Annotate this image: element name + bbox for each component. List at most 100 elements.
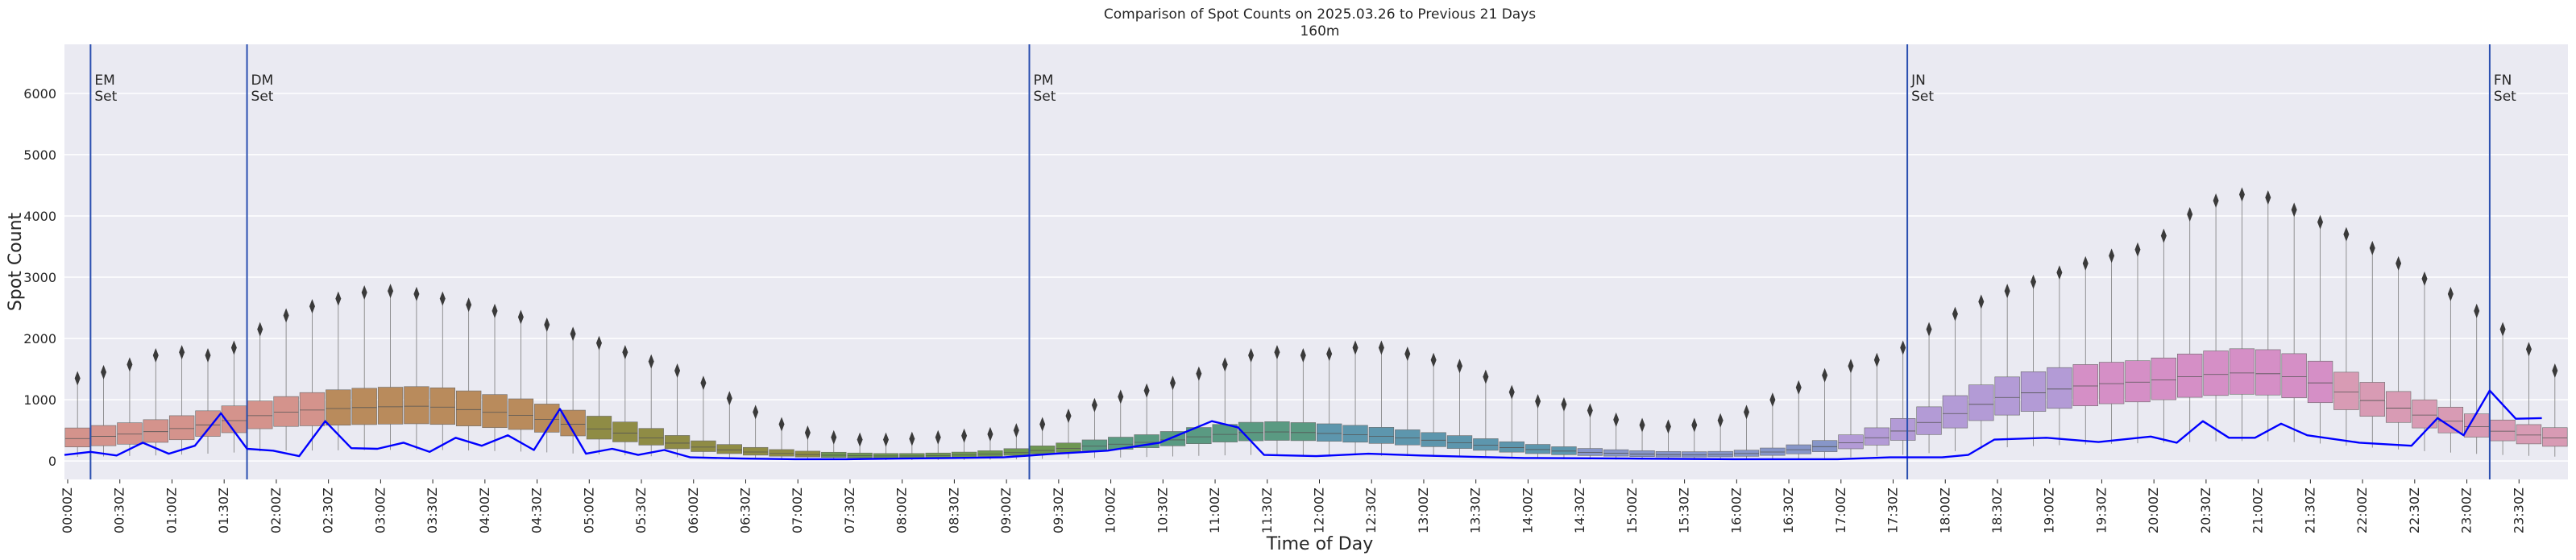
box-iqr bbox=[2125, 360, 2151, 403]
box-plot bbox=[1290, 347, 1317, 455]
box-plot bbox=[2229, 187, 2255, 442]
outlier-marker bbox=[1430, 352, 1437, 367]
box-iqr bbox=[90, 425, 117, 446]
outlier-marker bbox=[1561, 396, 1567, 412]
box-iqr bbox=[1395, 429, 1421, 446]
box-plot bbox=[691, 375, 716, 458]
event-label: JN Set bbox=[1910, 73, 1934, 105]
outlier-marker bbox=[2056, 265, 2063, 280]
box-iqr bbox=[794, 450, 821, 458]
box-iqr bbox=[1551, 446, 1577, 455]
box-plot bbox=[2542, 363, 2568, 457]
box-plot bbox=[90, 364, 117, 457]
x-tick-label: 14:30Z bbox=[1572, 487, 1587, 533]
box-iqr bbox=[1264, 421, 1290, 441]
box-iqr bbox=[2229, 348, 2255, 395]
outlier-marker bbox=[987, 426, 993, 442]
box-iqr bbox=[1081, 439, 1108, 451]
x-tick-label: 12:30Z bbox=[1363, 487, 1379, 533]
box-plot bbox=[873, 432, 899, 461]
box-iqr bbox=[612, 421, 638, 442]
x-tick-label: 00:00Z bbox=[60, 487, 75, 533]
outlier-marker bbox=[674, 363, 681, 378]
outlier-marker bbox=[1013, 423, 1019, 438]
outlier-marker bbox=[726, 391, 732, 406]
box-plot bbox=[2020, 274, 2047, 446]
box-plot bbox=[586, 335, 612, 455]
event-label-line: Set bbox=[1911, 89, 1934, 105]
outlier-marker bbox=[2238, 187, 2245, 202]
x-axis-label: Time of Day bbox=[1266, 534, 1373, 554]
event-marker: PM Set bbox=[1028, 44, 1056, 479]
x-tick-label: 12:00Z bbox=[1312, 487, 1327, 533]
series-lines bbox=[64, 389, 2542, 461]
grid-lines bbox=[64, 93, 2568, 462]
outlier-marker bbox=[1378, 340, 1384, 355]
box-iqr bbox=[143, 419, 168, 443]
x-tick-label: 03:30Z bbox=[425, 487, 440, 533]
outlier-marker bbox=[2369, 240, 2375, 255]
box-plot bbox=[482, 303, 508, 451]
box-iqr bbox=[2307, 360, 2333, 404]
box-plot bbox=[1811, 367, 1838, 458]
x-tick-label: 06:00Z bbox=[686, 487, 701, 533]
x-tick-label: 23:00Z bbox=[2459, 487, 2474, 533]
series-line bbox=[64, 389, 2542, 461]
box-iqr bbox=[1994, 376, 2020, 416]
event-label-line: PM bbox=[1033, 73, 1053, 89]
box-plot bbox=[1942, 306, 1968, 451]
x-tick-label: 07:30Z bbox=[842, 487, 857, 533]
outlier-marker bbox=[882, 432, 889, 447]
outlier-marker bbox=[1300, 347, 1306, 363]
box-plot bbox=[716, 391, 742, 459]
box-iqr bbox=[691, 440, 716, 452]
box-plot bbox=[326, 291, 351, 450]
x-axis-ticks: 00:00Z 00:30Z 01:00Z 01:30Z 02:00Z 02:30Z 03:0… bbox=[60, 479, 2526, 533]
outlier-marker bbox=[935, 429, 941, 445]
x-tick-label: 20:30Z bbox=[2198, 487, 2213, 533]
outlier-marker bbox=[74, 371, 81, 386]
outlier-marker bbox=[1169, 375, 1176, 391]
box-iqr bbox=[2464, 413, 2490, 438]
box-plot bbox=[1682, 417, 1707, 460]
box-plot bbox=[273, 308, 299, 451]
box-plot bbox=[1551, 396, 1577, 459]
box-iqr bbox=[404, 386, 429, 425]
box-iqr bbox=[586, 416, 612, 440]
outlier-marker bbox=[622, 345, 628, 360]
x-tick-label: 03:00Z bbox=[372, 487, 388, 533]
box-iqr bbox=[1682, 451, 1707, 458]
box-plot bbox=[2203, 193, 2229, 442]
box-iqr bbox=[2151, 357, 2177, 400]
event-label-line: Set bbox=[1033, 89, 1056, 105]
y-tick-label: 2000 bbox=[23, 331, 56, 346]
box-iqr bbox=[664, 435, 691, 450]
box-plot bbox=[1577, 403, 1603, 460]
box-plot bbox=[847, 432, 873, 460]
box-iqr bbox=[1056, 442, 1081, 453]
outlier-marker bbox=[831, 429, 837, 445]
box-plot bbox=[1056, 409, 1081, 458]
box-iqr bbox=[117, 422, 143, 445]
x-tick-label: 19:00Z bbox=[2042, 487, 2057, 533]
box-plot bbox=[1499, 384, 1524, 458]
x-tick-label: 13:30Z bbox=[1468, 487, 1483, 533]
outlier-marker bbox=[1091, 397, 1097, 413]
box-iqr bbox=[1707, 450, 1733, 458]
event-marker: FN Set bbox=[2488, 44, 2516, 479]
box-plot bbox=[2281, 202, 2307, 442]
y-axis-label: Spot Count bbox=[6, 212, 26, 311]
chart-title: Comparison of Spot Counts on 2025.03.26 … bbox=[1104, 6, 1536, 23]
box-plot bbox=[2359, 240, 2385, 448]
x-tick-label: 16:30Z bbox=[1781, 487, 1796, 533]
box-iqr bbox=[1655, 450, 1682, 458]
x-tick-label: 00:30Z bbox=[112, 487, 127, 533]
box-iqr bbox=[1473, 438, 1499, 451]
box-iqr bbox=[821, 451, 847, 458]
box-plot bbox=[1342, 340, 1368, 456]
box-iqr bbox=[2490, 419, 2516, 442]
y-tick-label: 0 bbox=[48, 454, 56, 469]
box-iqr bbox=[1317, 423, 1342, 442]
outlier-marker bbox=[283, 308, 289, 323]
